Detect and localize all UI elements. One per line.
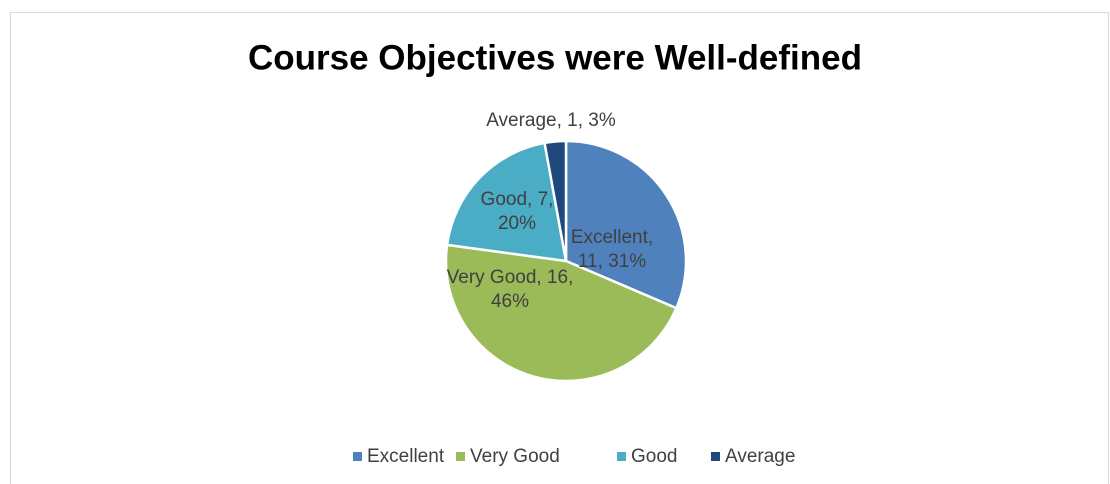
legend-label: Good	[631, 446, 677, 467]
data-label: Good, 7, 20%	[480, 189, 554, 234]
legend-swatch	[456, 452, 465, 461]
legend-label: Very Good	[470, 446, 560, 467]
data-label: Average, 1, 3%	[486, 110, 616, 131]
pie-slice	[543, 139, 568, 262]
data-label-box: Good, 7, 20%	[480, 189, 554, 234]
data-label-box: Very Good, 16, 46%	[446, 267, 574, 312]
pie-slice	[445, 141, 568, 263]
legend-label: Average	[725, 446, 795, 467]
pie-slice	[564, 139, 688, 310]
data-label-box: Average, 1, 3%	[486, 110, 616, 131]
data-label-box: Excellent, 11, 31%	[572, 227, 652, 272]
legend-swatch	[711, 452, 720, 461]
data-label: Very Good, 16, 46%	[446, 267, 574, 312]
data-label: Excellent, 11, 31%	[572, 227, 652, 272]
legend-swatch	[353, 452, 362, 461]
legend-swatch	[617, 452, 626, 461]
legend-label: Excellent	[367, 446, 445, 467]
pie-slice	[444, 243, 678, 383]
chart-title: Course Objectives were Well-defined	[248, 38, 862, 77]
